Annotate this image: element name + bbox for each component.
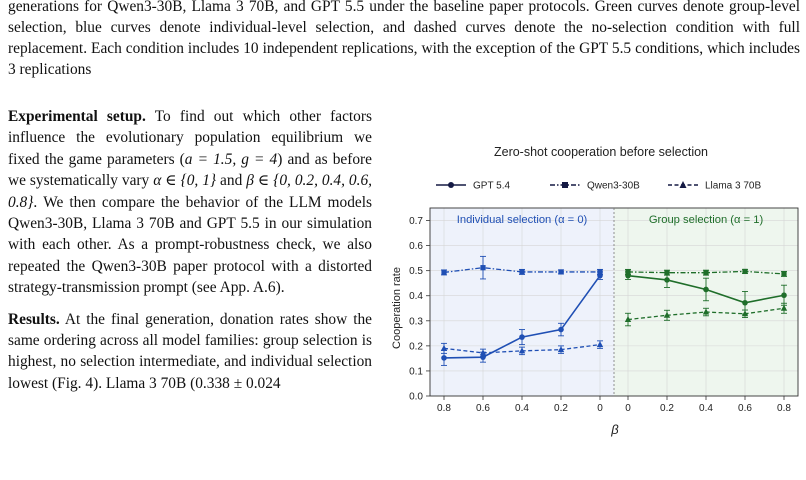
data-point-1-2-2: [702, 308, 710, 315]
cooperation-chart: Zero-shot cooperation before selection G…: [391, 145, 799, 437]
data-point-1-2-1: [663, 311, 671, 318]
data-point-0-0-3: [558, 326, 564, 333]
legend-marker-0: [448, 182, 454, 188]
chart-title: Zero-shot cooperation before selection: [494, 145, 708, 159]
legend-marker-1: [562, 182, 568, 188]
data-point-1-0-4: [781, 292, 787, 299]
y-tick-label-7: 0.7: [409, 216, 423, 227]
data-point-0-2-2: [518, 347, 526, 354]
legend-label-0: GPT 5.4: [473, 181, 510, 192]
figure-caption: generations for Qwen3-30B, Llama 3 70B, …: [8, 0, 800, 80]
caption-text: generations for Qwen3-30B, Llama 3 70B, …: [8, 0, 800, 78]
x-tick-label-0-2: 0.4: [515, 403, 529, 414]
y-tick-label-3: 0.3: [409, 316, 423, 327]
data-point-1-2-3: [741, 310, 749, 317]
data-point-0-2-4: [596, 341, 604, 348]
series-line-0-1: [443, 267, 600, 274]
legend-marker-2: [679, 181, 687, 188]
data-point-1-2-0: [624, 316, 632, 323]
data-point-1-0-1: [664, 277, 670, 283]
chart-legend: GPT 5.4 Qwen3-30B Llama 3 70B: [436, 181, 761, 192]
data-point-1-1-0: [625, 269, 631, 275]
x-tick-label-1-2: 0.4: [699, 403, 713, 414]
legend-label-2: Llama 3 70B: [705, 181, 761, 192]
results-text: At the final generation, donation rates …: [8, 310, 372, 392]
y-tick-label-0: 0.0: [409, 392, 423, 403]
data-point-0-1-1: [480, 265, 486, 271]
data-point-0-2-0: [440, 344, 448, 351]
data-point-0-0-2: [519, 334, 525, 340]
x-tick-label-1-4: 0.8: [777, 403, 791, 414]
data-point-0-2-1: [479, 349, 487, 356]
setup-text-3: and: [216, 172, 247, 190]
x-tick-label-0-3: 0.2: [554, 403, 568, 414]
legend-label-1: Qwen3-30B: [587, 181, 640, 192]
setup-param-alpha: α ∈ {0, 1}: [153, 172, 217, 190]
x-tick-label-1-3: 0.6: [738, 403, 752, 414]
panel-label-0: Individual selection (α = 0): [457, 214, 588, 226]
x-tick-label-1-0: 0: [625, 403, 631, 414]
setup-param-beta: β ∈ {0, 0.2, 0.4, 0.6, 0.8}: [8, 172, 373, 211]
y-axis-label: Cooperation rate: [391, 267, 403, 349]
body-text-column: Experimental setup. To find out which ot…: [8, 106, 372, 404]
x-tick-label-1-1: 0.2: [660, 403, 674, 414]
setup-text-2: ) and as before we systematically vary: [8, 150, 373, 190]
experimental-setup-paragraph: Experimental setup. To find out which ot…: [8, 106, 372, 299]
setup-heading: Experimental setup.: [8, 108, 146, 125]
data-point-0-1-0: [441, 269, 447, 276]
y-tick-label-4: 0.4: [409, 291, 423, 302]
data-point-0-0-1: [480, 354, 486, 360]
data-point-1-1-1: [664, 270, 670, 276]
x-tick-label-0-1: 0.6: [476, 403, 490, 414]
data-point-1-0-3: [742, 299, 748, 306]
x-tick-label-0-0: 0.8: [437, 403, 451, 414]
data-point-1-1-3: [742, 268, 748, 275]
data-point-1-1-2: [703, 270, 709, 276]
data-point-0-2-3: [557, 346, 565, 353]
y-tick-label-6: 0.6: [409, 241, 423, 252]
results-paragraph: Results. At the final generation, donati…: [8, 309, 372, 395]
data-point-0-0-0: [441, 355, 447, 361]
x-tick-label-0-4: 0: [597, 403, 603, 414]
data-point-0-1-2: [519, 269, 525, 275]
results-heading: Results.: [8, 310, 60, 328]
panel-group: 0 0.2 0.4 0.6 0.8 Group selection (α = 1): [614, 208, 798, 414]
panel-individual: 0.8 0.6 0.4 0.2 0 Individual selection (α = 0…: [430, 208, 614, 414]
setup-text-4: . We then compare the behavior of the LL…: [8, 193, 372, 297]
y-tick-label-5: 0.5: [409, 266, 423, 277]
panel-label-1: Group selection (α = 1): [649, 214, 764, 226]
data-point-0-1-4: [597, 269, 603, 275]
setup-text-1: To find out which other factors influenc…: [8, 108, 372, 168]
data-point-1-0-2: [703, 286, 709, 293]
y-tick-label-1: 0.1: [409, 366, 423, 377]
data-point-0-1-3: [558, 269, 564, 275]
data-point-1-2-4: [780, 304, 788, 311]
y-tick-label-2: 0.2: [409, 341, 423, 352]
cooperation-figure: Zero-shot cooperation before selection G…: [386, 140, 801, 440]
x-axis-label: β: [610, 422, 619, 437]
setup-param-a: a = 1.5, g = 4: [184, 150, 278, 168]
data-point-1-1-4: [781, 271, 787, 277]
